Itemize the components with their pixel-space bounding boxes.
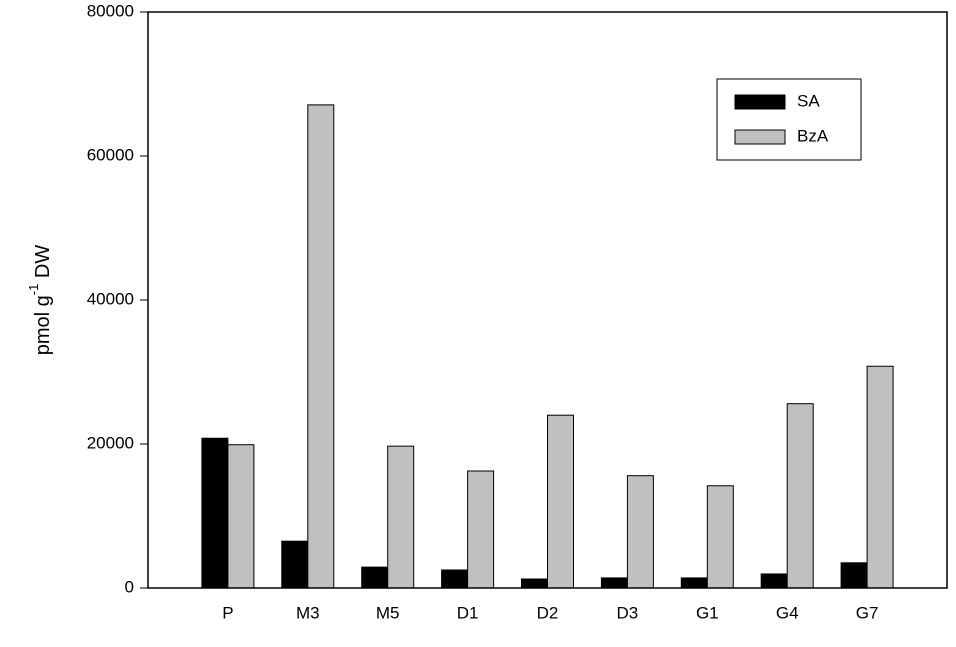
legend-label: SA: [797, 91, 820, 110]
x-tick-label: G7: [856, 603, 879, 622]
x-tick-label: M5: [376, 603, 400, 622]
bar: [600, 577, 628, 589]
bar: [866, 365, 894, 589]
x-tick-label: D2: [537, 603, 559, 622]
x-tick-label: P: [222, 603, 233, 622]
x-tick-label: M3: [296, 603, 320, 622]
bar: [680, 577, 708, 589]
bar: [760, 573, 788, 589]
y-tick-label: 80000: [87, 1, 134, 20]
y-tick-label: 40000: [87, 289, 134, 308]
legend-box: [716, 78, 862, 161]
bar: [786, 403, 814, 589]
y-tick-label: 20000: [87, 433, 134, 452]
x-tick-label: G4: [776, 603, 799, 622]
bar: [201, 437, 229, 589]
bar: [840, 562, 868, 589]
legend-swatch: [734, 94, 786, 110]
y-axis-label: pmol g-1 DW: [26, 245, 54, 356]
bar: [521, 578, 548, 589]
bar: [547, 414, 574, 589]
x-tick-label: G1: [696, 603, 719, 622]
legend-swatch: [734, 129, 786, 145]
bar: [361, 566, 389, 589]
bar: [227, 444, 255, 589]
bar: [441, 569, 469, 589]
legend-label: BzA: [797, 126, 829, 145]
x-tick-label: D3: [617, 603, 639, 622]
y-tick-label: 60000: [87, 145, 134, 164]
y-tick-label: 0: [125, 577, 134, 596]
bar: [626, 475, 654, 589]
bar: [281, 540, 309, 589]
bar: [387, 445, 415, 589]
bar: [307, 104, 335, 589]
bar: [706, 485, 734, 589]
x-tick-label: D1: [457, 603, 479, 622]
bar: [467, 470, 495, 589]
plot-frame: [147, 11, 948, 589]
